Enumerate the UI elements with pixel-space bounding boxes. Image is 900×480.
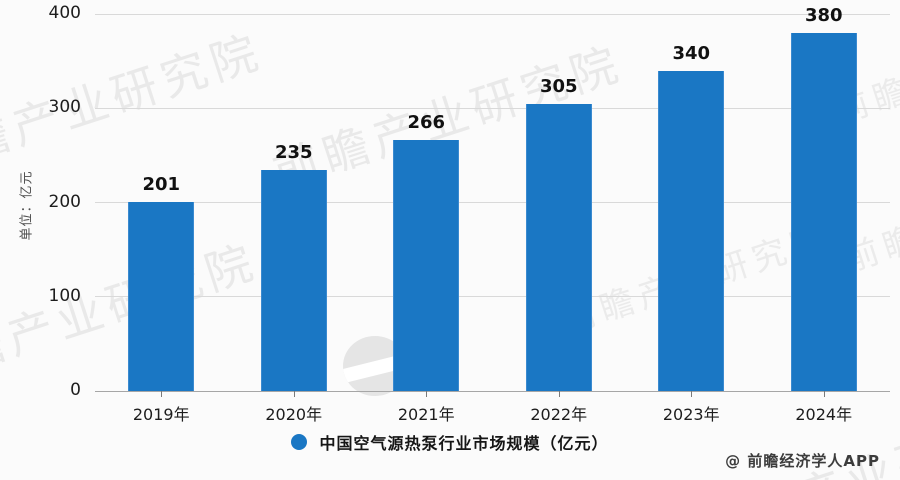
x-axis-tick <box>558 391 560 397</box>
y-tick-label: 400 <box>48 3 81 23</box>
bar <box>790 32 857 391</box>
gridline <box>95 13 890 15</box>
x-axis-tick <box>691 391 693 397</box>
x-tick-label: 2019年 <box>132 405 190 424</box>
bar <box>260 169 327 391</box>
gridline <box>95 296 890 298</box>
plot-area: 0 100 200 300 400 201 2019年 235 2020年 266 2021年 305… <box>49 3 890 424</box>
x-tick-label: 2024年 <box>795 405 853 424</box>
x-axis-baseline <box>95 390 890 392</box>
bar <box>128 201 195 391</box>
y-tick-label: 200 <box>48 191 81 212</box>
y-tick-label: 0 <box>70 380 81 400</box>
y-tick-label: 100 <box>48 285 81 306</box>
x-axis-tick <box>823 391 825 397</box>
x-tick-label: 2021年 <box>397 405 455 424</box>
attribution: @ 前瞻经济学人APP <box>725 452 880 470</box>
x-axis-tick <box>426 391 428 397</box>
legend: 中国空气源热泵行业市场规模（亿元） <box>0 430 900 454</box>
bar-value-label: 340 <box>672 42 711 64</box>
bar-value-label: 380 <box>804 4 843 26</box>
gridline <box>95 107 890 109</box>
x-tick-label: 2020年 <box>265 405 323 424</box>
bar <box>393 140 460 391</box>
bar-value-label: 305 <box>539 75 578 97</box>
x-axis-tick <box>161 391 163 397</box>
bar-value-label: 201 <box>142 173 181 195</box>
x-axis-tick <box>293 391 295 397</box>
bar <box>658 70 725 391</box>
y-tick-label: 300 <box>48 97 81 118</box>
bar-value-label: 266 <box>407 112 446 134</box>
x-tick-label: 2023年 <box>662 405 720 424</box>
bar-value-label: 235 <box>274 141 313 163</box>
gridline <box>95 202 890 203</box>
x-tick-label: 2022年 <box>530 405 588 424</box>
legend-label: 中国空气源热泵行业市场规模（亿元） <box>319 434 609 453</box>
bar <box>525 103 592 391</box>
legend-marker-circle-icon <box>291 434 308 450</box>
